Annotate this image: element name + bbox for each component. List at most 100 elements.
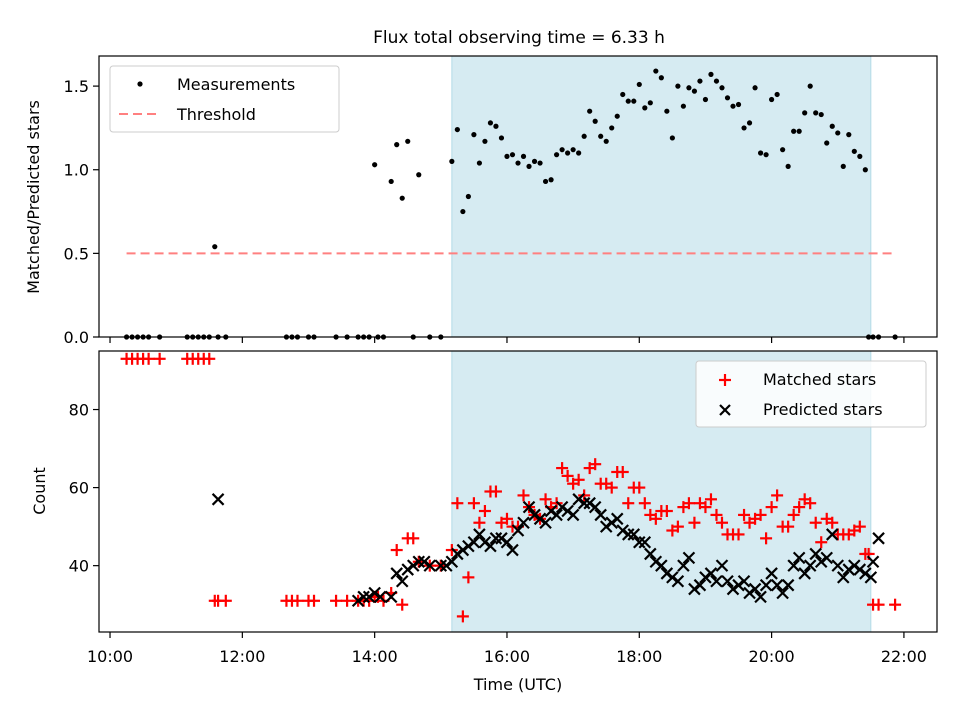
- predicted-star-point: [566, 508, 580, 522]
- measurement-point: [835, 130, 841, 136]
- matched-star-point: [804, 497, 817, 510]
- predicted-star-point: [473, 528, 486, 541]
- predicted-star-point: [351, 594, 365, 608]
- predicted-stars-series: [211, 493, 885, 608]
- measurement-point: [576, 150, 582, 156]
- predicted-star-point: [368, 586, 381, 600]
- predicted-star-point: [395, 574, 409, 588]
- matched-star-point: [578, 489, 591, 502]
- legend-matched-marker: [719, 374, 731, 386]
- top-y-axis-label: Matched/Predicted stars: [24, 100, 43, 294]
- matched-star-point: [853, 520, 866, 533]
- predicted-star-point: [500, 535, 514, 549]
- measurement-point: [796, 128, 802, 134]
- predicted-star-point: [357, 590, 370, 604]
- measurement-point: [675, 83, 681, 89]
- matched-star-point: [539, 493, 552, 506]
- measurements-series: [123, 68, 898, 340]
- measurement-point: [416, 172, 422, 178]
- measurement-point: [669, 135, 675, 141]
- measurement-point: [460, 208, 466, 215]
- matched-star-point: [462, 571, 475, 584]
- matched-star-point: [649, 512, 662, 525]
- measurement-point: [625, 98, 631, 104]
- measurement-point: [653, 68, 659, 74]
- measurement-point: [686, 85, 692, 91]
- predicted-star-point: [572, 493, 585, 506]
- predicted-star-point: [743, 586, 756, 600]
- predicted-star-point: [401, 563, 415, 576]
- predicted-star-point: [511, 524, 525, 537]
- measurement-point: [559, 147, 565, 153]
- top-xticks: [109, 337, 905, 343]
- measurement-point: [791, 128, 797, 134]
- measurement-point: [702, 96, 709, 103]
- predicted-star-point: [759, 578, 773, 592]
- measurement-point: [449, 158, 455, 164]
- measurement-point: [504, 153, 510, 159]
- predicted-star-point: [544, 504, 558, 518]
- predicted-star-point: [445, 555, 459, 569]
- predicted-star-point: [423, 559, 437, 572]
- measurement-point: [647, 100, 653, 106]
- measurement-point: [631, 98, 637, 104]
- measurement-point: [763, 152, 769, 158]
- legend-measurements-label: Measurements: [177, 75, 295, 94]
- top-plot-frame: [98, 55, 938, 338]
- predicted-star-point: [588, 500, 602, 514]
- predicted-star-point: [627, 528, 641, 541]
- matched-star-point: [793, 501, 806, 514]
- matched-star-point: [556, 462, 569, 475]
- measurement-point: [531, 158, 538, 164]
- measurement-point: [620, 91, 626, 98]
- measurement-point: [465, 193, 471, 200]
- predicted-star-point: [825, 528, 839, 541]
- predicted-star-point: [704, 567, 718, 580]
- measurement-point: [730, 103, 736, 109]
- measurement-point: [752, 85, 758, 91]
- predicted-star-point: [528, 508, 541, 522]
- legend-predicted-marker: [719, 404, 731, 416]
- predicted-star-point: [638, 535, 652, 549]
- measurement-point: [824, 140, 830, 146]
- measurement-point: [829, 123, 835, 129]
- measurement-point: [498, 135, 505, 141]
- matched-star-point: [633, 481, 646, 494]
- matched-star-point: [660, 505, 673, 518]
- xtick-label: 22:00: [881, 647, 927, 666]
- matched-star-point: [782, 520, 795, 533]
- predicted-star-point: [506, 543, 519, 557]
- predicted-star-point: [798, 567, 811, 580]
- top-yticks: 0.0 0.5 1.0 1.5: [64, 77, 99, 347]
- predicted-star-point: [533, 512, 547, 526]
- top-panel: Flux total observing time = 6.33 h 0.00.…: [24, 28, 938, 347]
- predicted-star-point: [803, 559, 817, 572]
- measurement-point: [757, 150, 764, 156]
- measurement-point: [537, 160, 543, 166]
- predicted-star-point: [555, 500, 569, 514]
- matched-star-point: [456, 610, 469, 623]
- matched-star-point: [889, 598, 902, 611]
- measurement-point: [388, 178, 394, 185]
- measurement-point: [603, 138, 609, 144]
- measurement-point: [509, 152, 516, 158]
- bottom-ytick-label: 60: [69, 479, 89, 498]
- predicted-star-point: [649, 555, 663, 569]
- matched-star-point: [715, 516, 728, 529]
- matched-star-point: [203, 352, 216, 365]
- measurement-point: [741, 125, 747, 131]
- bottom-panel: 40 60 80 10:00 12:00 14:00 16:00 18:00 20:00 22:…: [30, 350, 938, 694]
- predicted-star-point: [872, 532, 885, 545]
- matched-star-point: [815, 536, 828, 549]
- predicted-star-point: [478, 535, 492, 549]
- predicted-star-point: [434, 559, 448, 572]
- predicted-star-point: [599, 520, 613, 533]
- predicted-star-point: [462, 539, 475, 553]
- measurement-point: [724, 95, 731, 101]
- measurement-point: [664, 108, 670, 114]
- predicted-star-point: [616, 524, 630, 537]
- predicted-star-point: [792, 551, 806, 565]
- matched-star-point: [142, 352, 155, 365]
- matched-star-point: [451, 497, 464, 510]
